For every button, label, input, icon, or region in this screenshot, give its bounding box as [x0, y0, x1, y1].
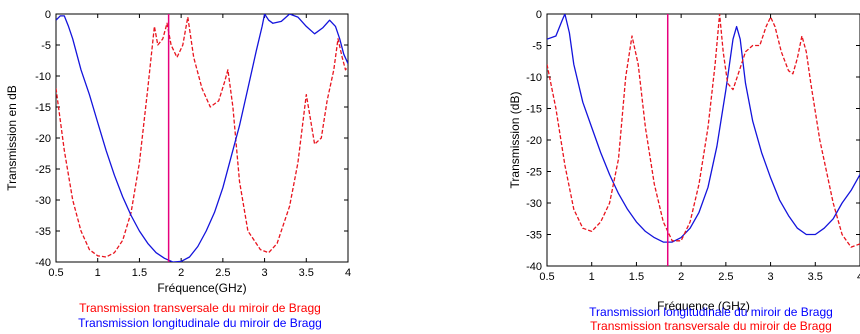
x-tick-label: 2.5: [215, 267, 230, 279]
y-axis-label: Transmission en dB: [5, 85, 19, 191]
x-tick-label: 2: [178, 267, 184, 279]
x-tick-label: 0.5: [48, 267, 63, 279]
x-tick-label: 1.5: [629, 271, 644, 283]
y-tick-label: -25: [35, 164, 51, 176]
x-tick-label: 3: [262, 267, 268, 279]
plot-frame: [55, 13, 349, 263]
y-tick-label: 0: [45, 9, 51, 21]
y-tick-label: -15: [35, 102, 51, 114]
y-tick-label: -5: [41, 40, 51, 52]
legend-caption-2: Transmission longitudinale du miroir de …: [78, 316, 322, 330]
series-line-longitudinale: [547, 14, 860, 243]
series-line-transversale: [547, 14, 860, 248]
x-tick-label: 0.5: [539, 271, 554, 283]
y-tick-label: -10: [526, 72, 542, 84]
x-tick-label: 3: [768, 271, 774, 283]
y-tick-label: -30: [35, 195, 51, 207]
y-axis-label: Transmission (dB): [508, 92, 522, 189]
x-tick-label: 1: [589, 271, 595, 283]
x-tick-label: 1: [95, 267, 101, 279]
x-tick-label: 1.5: [132, 267, 147, 279]
legend-caption-1: Transmission transversale du miroir de B…: [79, 301, 321, 315]
legend-caption-2: Transmission transversale du miroir de B…: [590, 319, 832, 333]
y-tick-label: -35: [526, 230, 542, 242]
x-tick-label: 2: [678, 271, 684, 283]
y-tick-label: -20: [35, 133, 51, 145]
x-tick-label: 3.5: [808, 271, 823, 283]
y-tick-label: -20: [526, 135, 542, 147]
y-tick-label: -40: [526, 261, 542, 273]
x-axis-label: Fréquence (GHz): [657, 299, 750, 313]
chart-1: 0.5 1 1.5 2 2.5 3 3.5 4 0 -5 -10 -15 -20 -25 -30 -35 -40…: [5, 9, 351, 330]
series-line-longitudinale: [56, 14, 348, 262]
y-tick-label: -30: [526, 198, 542, 210]
y-tick-label: -25: [526, 167, 542, 179]
legend-caption-1: Transmission longitudinale du miroir de …: [589, 305, 833, 319]
x-tick-label: 4: [345, 267, 351, 279]
y-tick-label: -40: [35, 257, 51, 269]
x-tick-label: 4: [857, 271, 860, 283]
y-tick-label: 0: [536, 9, 542, 21]
x-tick-label: 3.5: [299, 267, 314, 279]
y-tick-label: -5: [532, 41, 542, 53]
x-axis-label: Fréquence(GHz): [157, 281, 246, 295]
y-tick-label: -10: [35, 71, 51, 83]
series-line-transversale: [56, 16, 348, 258]
y-tick-label: -15: [526, 104, 542, 116]
y-tick-label: -35: [35, 226, 51, 238]
x-tick-label: 2.5: [718, 271, 733, 283]
chart-2: 0.5 1 1.5 2 2.5 3 3.5 4 0 -5 -10 -15 -20 -25 -30 -35 -40…: [508, 9, 860, 333]
